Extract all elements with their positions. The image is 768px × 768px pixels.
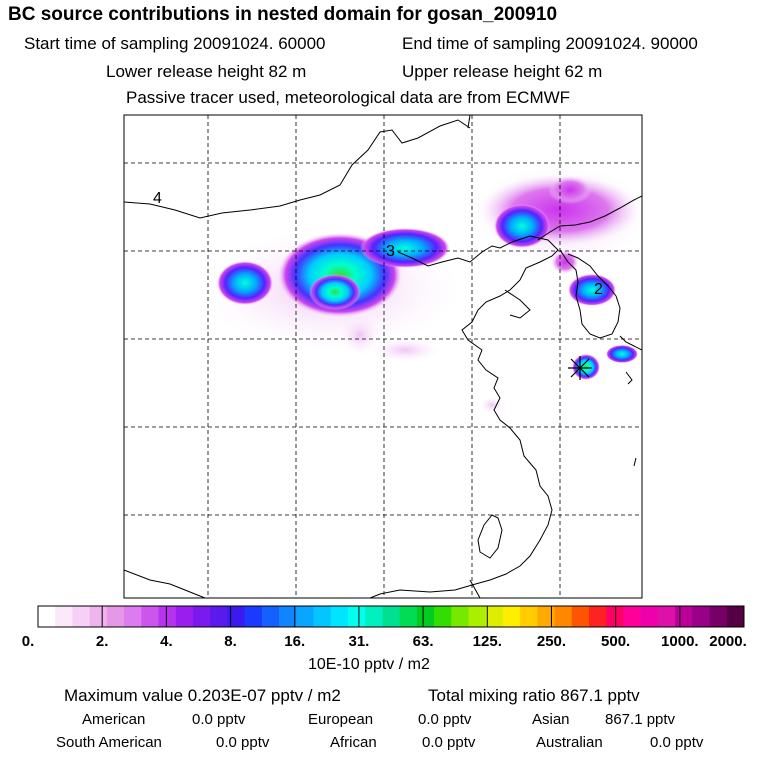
colorbar-swatch bbox=[468, 606, 487, 627]
colorbar-swatch bbox=[89, 606, 108, 627]
colorbar-swatch bbox=[296, 606, 315, 627]
american-label: American bbox=[82, 711, 146, 728]
colorbar-tick-label: 8. bbox=[224, 633, 237, 650]
colorbar-swatch bbox=[38, 606, 56, 627]
colorbar-swatch bbox=[537, 606, 556, 627]
colorbar-swatch bbox=[520, 606, 538, 627]
colorbar-swatch bbox=[554, 606, 573, 627]
colorbar-swatch bbox=[72, 606, 91, 627]
end-time-label: End time of sampling 20091024. 90000 bbox=[402, 34, 698, 53]
colorbar-swatch bbox=[657, 606, 676, 627]
south-american-value: 0.0 pptv bbox=[216, 734, 270, 751]
colorbar-swatch bbox=[210, 606, 228, 627]
american-value: 0.0 pptv bbox=[192, 711, 246, 728]
european-label: European bbox=[308, 711, 374, 728]
colorbar-swatch bbox=[675, 606, 693, 627]
colorbar-swatch bbox=[347, 606, 366, 627]
colorbar-swatch bbox=[55, 606, 73, 627]
max-value-label: Maximum value 0.203E-07 pptv / m2 bbox=[64, 686, 341, 705]
african-value: 0.0 pptv bbox=[422, 734, 476, 751]
colorbar-swatch bbox=[313, 606, 332, 627]
south-american-label: South American bbox=[56, 734, 162, 751]
upper-height-label: Upper release height 62 m bbox=[402, 62, 603, 81]
colorbar-swatch bbox=[192, 606, 211, 627]
colorbar-tick-label: 2. bbox=[95, 633, 109, 650]
map-frame bbox=[123, 114, 643, 599]
colorbar-swatch bbox=[106, 606, 125, 627]
colorbar-swatch bbox=[124, 606, 142, 627]
colorbar-tick-label: 31. bbox=[348, 633, 370, 650]
colorbar-swatch bbox=[330, 606, 349, 627]
colorbar-swatch bbox=[623, 606, 642, 627]
colorbar-swatch bbox=[451, 606, 469, 627]
colorbar-swatch bbox=[589, 606, 607, 627]
colorbar-tick-label: 250. bbox=[536, 633, 567, 650]
asian-label: Asian bbox=[532, 711, 570, 728]
australian-value: 0.0 pptv bbox=[650, 734, 704, 751]
colorbar-swatch bbox=[141, 606, 160, 627]
colorbar-tick-label: 2000. bbox=[709, 633, 747, 650]
start-time-label: Start time of sampling 20091024. 60000 bbox=[24, 34, 326, 53]
contour-label-3: 3 bbox=[386, 243, 395, 260]
star-icon bbox=[568, 356, 592, 380]
australian-label: Australian bbox=[536, 734, 603, 751]
colorbar-swatch bbox=[640, 606, 659, 627]
colorbar-swatch bbox=[261, 606, 280, 627]
colorbar-swatch bbox=[158, 606, 177, 627]
tracer-note: Passive tracer used, meteorological data… bbox=[126, 88, 571, 107]
colorbar-swatch bbox=[365, 606, 383, 627]
lower-height-label: Lower release height 82 m bbox=[106, 62, 307, 81]
colorbar-swatch bbox=[244, 606, 263, 627]
colorbar-swatch bbox=[175, 606, 194, 627]
coastlines bbox=[124, 115, 642, 598]
colorbar-swatch bbox=[279, 606, 297, 627]
colorbar-tick-label: 125. bbox=[472, 633, 502, 650]
colorbar-frame bbox=[37, 605, 745, 628]
contour-label-4: 4 bbox=[153, 190, 162, 207]
lat-lon-grid bbox=[124, 115, 642, 598]
colorbar-unit: 10E-10 pptv / m2 bbox=[308, 656, 430, 673]
colorbar-tick-label: 63. bbox=[412, 633, 434, 650]
colorbar-swatch bbox=[227, 606, 246, 627]
asian-value: 867.1 pptv bbox=[605, 711, 676, 728]
colorbar-swatch bbox=[606, 606, 624, 627]
colorbar-swatch bbox=[709, 606, 728, 627]
colorbar-tick-label: 16. bbox=[284, 633, 306, 650]
colorbar-swatch bbox=[571, 606, 590, 627]
colorbar bbox=[37, 605, 745, 628]
colorbar-tick-label: 1000. bbox=[661, 633, 699, 650]
european-value: 0.0 pptv bbox=[418, 711, 472, 728]
colorbar-swatch bbox=[434, 606, 452, 627]
concentration-field bbox=[200, 165, 642, 413]
colorbar-tick-label: 4. bbox=[160, 633, 173, 650]
colorbar-tick-label: 500. bbox=[601, 633, 631, 650]
african-label: African bbox=[330, 734, 377, 751]
colorbar-swatch bbox=[416, 606, 435, 627]
colorbar-tick-label: 0. bbox=[21, 633, 35, 650]
colorbar-swatch bbox=[726, 606, 745, 627]
contour-label-2: 2 bbox=[594, 281, 603, 298]
colorbar-swatch bbox=[485, 606, 504, 627]
colorbar-swatch bbox=[399, 606, 418, 627]
colorbar-swatch bbox=[382, 606, 401, 627]
colorbar-swatch bbox=[692, 606, 711, 627]
total-mixing-label: Total mixing ratio 867.1 pptv bbox=[428, 686, 640, 705]
colorbar-swatch bbox=[502, 606, 521, 627]
map-title: BC source contributions in nested domain… bbox=[8, 4, 558, 25]
